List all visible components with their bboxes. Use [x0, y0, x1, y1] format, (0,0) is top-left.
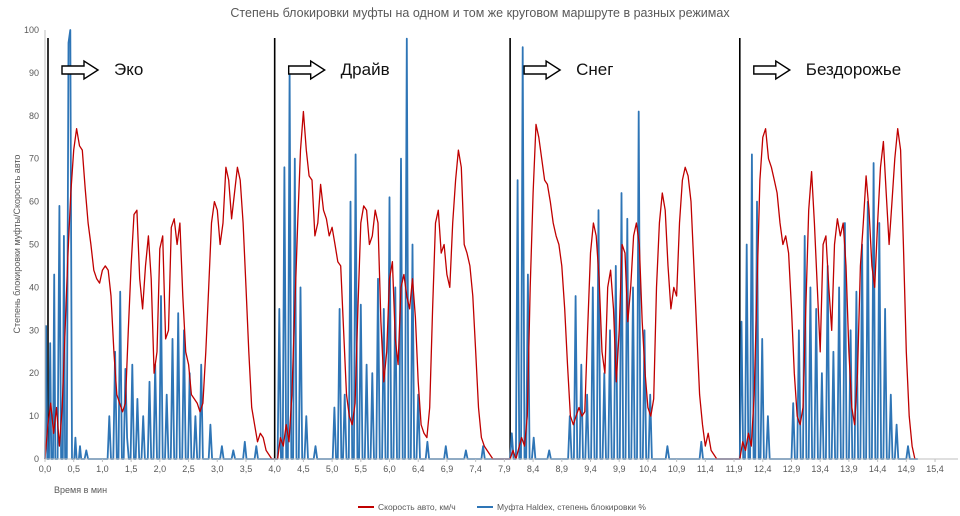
x-tick-label: 13,9 [840, 464, 858, 474]
y-tick-label: 30 [29, 325, 39, 335]
x-tick-label: 3,5 [240, 464, 253, 474]
y-tick-label: 40 [29, 282, 39, 292]
x-tick-label: 13,4 [811, 464, 829, 474]
x-tick-label: 11,4 [697, 464, 714, 474]
y-tick-label: 100 [24, 25, 39, 35]
x-tick-label: 2,0 [154, 464, 167, 474]
x-axis-title: Время в мин [54, 485, 107, 495]
y-tick-labels: 0 10 20 30 40 50 60 70 80 90 100 [24, 25, 39, 464]
right-arrow-icon [753, 59, 792, 81]
x-tick-label: 4,0 [268, 464, 281, 474]
mode-label: Эко [114, 60, 143, 79]
x-tick-label: 9,4 [584, 464, 597, 474]
x-tick-label: 14,4 [869, 464, 887, 474]
y-tick-label: 0 [34, 454, 39, 464]
x-tick-label: 5,5 [355, 464, 368, 474]
y-tick-label: 50 [29, 240, 39, 250]
legend-entry: Муфта Haldex, степень блокировки % [497, 502, 646, 512]
mode-label: Драйв [341, 60, 390, 79]
mode-label: Бездорожье [806, 60, 901, 79]
x-tick-label: 0,5 [67, 464, 80, 474]
x-tick-label: 12,9 [783, 464, 801, 474]
x-tick-label: 9,9 [613, 464, 626, 474]
x-tick-label: 1,5 [125, 464, 138, 474]
series-layer [44, 29, 918, 460]
x-tick-label: 1,0 [96, 464, 109, 474]
x-tick-label: 12,4 [754, 464, 772, 474]
x-tick-label: 7,9 [498, 464, 511, 474]
chart-title: Степень блокировки муфты на одном и том … [230, 6, 730, 20]
x-tick-label: 6,4 [412, 464, 425, 474]
right-arrow-icon [287, 59, 326, 81]
x-tick-label: 15,4 [926, 464, 944, 474]
x-tick-label: 3,0 [211, 464, 224, 474]
right-arrow-icon [523, 59, 562, 81]
x-tick-label: 11,9 [726, 464, 743, 474]
x-tick-label: 8,4 [527, 464, 540, 474]
x-tick-label: 0,0 [39, 464, 52, 474]
series-line-speed [44, 110, 916, 460]
y-tick-label: 20 [29, 368, 39, 378]
mode-label: Снег [576, 60, 613, 79]
legend-entry: Скорость авто, км/ч [378, 502, 456, 512]
x-tick-label: 10,4 [639, 464, 657, 474]
x-tick-label: 4,5 [297, 464, 310, 474]
y-tick-label: 60 [29, 197, 39, 207]
mode-labels: Эко Драйв Снег Бездорожье [61, 59, 901, 81]
x-tick-label: 2,5 [182, 464, 195, 474]
x-tick-label: 8,9 [556, 464, 569, 474]
y-axis-title: Степень блокировки муфты/Скорость авто [12, 155, 22, 334]
x-tick-label: 10,9 [668, 464, 686, 474]
legend: Скорость авто, км/ч Муфта Haldex, степень… [358, 502, 646, 512]
x-tick-labels: 0,0 0,5 1,0 1,5 2,0 2,5 3,0 3,5 4,0 4,5 5,0 5,5 6,0 6… [39, 459, 944, 474]
x-tick-label: 6,9 [441, 464, 454, 474]
x-tick-label: 7,4 [469, 464, 482, 474]
x-tick-label: 6,0 [383, 464, 396, 474]
x-tick-label: 5,0 [326, 464, 339, 474]
x-tick-label: 14,9 [898, 464, 916, 474]
right-arrow-icon [61, 59, 100, 81]
y-tick-label: 90 [29, 68, 39, 78]
y-tick-label: 70 [29, 154, 39, 164]
y-tick-label: 80 [29, 111, 39, 121]
y-tick-label: 10 [29, 411, 39, 421]
axes [44, 30, 958, 460]
